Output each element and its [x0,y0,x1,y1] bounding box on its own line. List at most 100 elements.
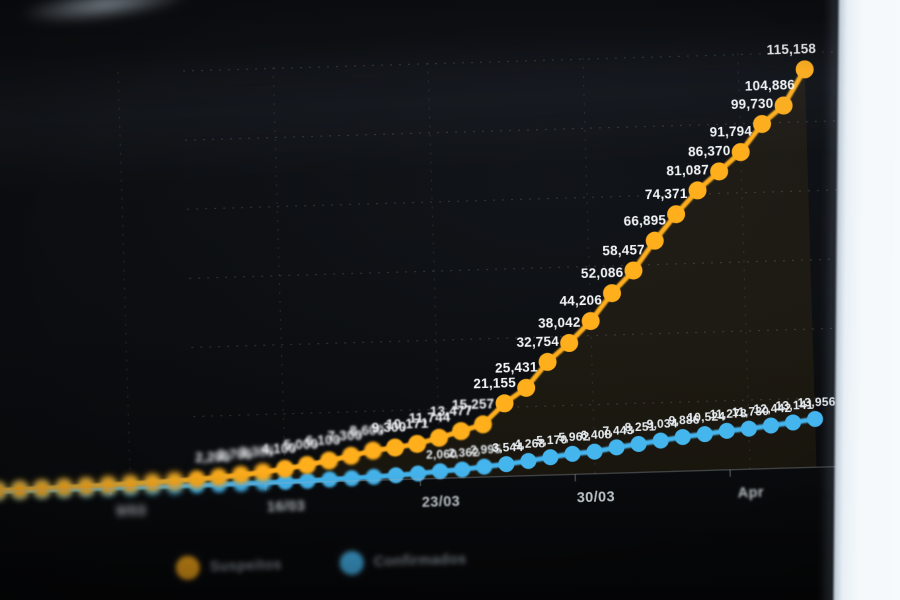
data-point-suspeitos[interactable] [517,378,536,398]
data-point-confirmados[interactable] [785,414,802,431]
data-point-suspeitos[interactable] [667,205,686,224]
data-label-confirmados: 9,886 [668,412,700,427]
data-point-confirmados[interactable] [652,432,669,449]
data-point-suspeitos[interactable] [209,468,228,487]
data-label-confirmados: 13,141 [775,398,813,413]
data-point-confirmados[interactable] [718,422,735,439]
data-point-confirmados[interactable] [740,420,757,437]
data-label-suspeitos: 2,700 [217,447,252,463]
series-points [0,60,824,500]
data-point-suspeitos[interactable] [143,473,162,492]
data-point-suspeitos[interactable] [538,352,557,372]
data-point-suspeitos[interactable] [77,477,96,496]
data-point-suspeitos[interactable] [430,428,449,448]
x-axis-label: 30/03 [577,489,616,506]
data-point-suspeitos[interactable] [495,394,514,413]
data-point-suspeitos[interactable] [473,415,493,434]
data-label-confirmados: 4,268 [514,436,546,451]
data-label-suspeitos: 74,371 [645,186,688,202]
data-point-confirmados[interactable] [277,473,294,490]
data-point-confirmados[interactable] [807,410,824,427]
data-label-suspeitos: 99,730 [731,96,774,112]
data-label-confirmados: 2,995 [470,442,502,457]
data-point-confirmados[interactable] [409,465,426,482]
legend-item-confirmados[interactable]: Confirmados [339,548,467,576]
data-label-suspeitos: 11,744 [409,409,451,425]
data-point-suspeitos[interactable] [0,481,7,500]
data-point-confirmados[interactable] [498,456,515,473]
data-point-suspeitos[interactable] [231,465,251,485]
data-point-suspeitos[interactable] [55,478,74,497]
data-label-suspeitos: 6,100 [305,432,340,448]
data-point-confirmados[interactable] [674,428,691,445]
data-point-suspeitos[interactable] [710,162,729,181]
data-label-suspeitos: 21,155 [473,375,516,391]
data-point-suspeitos[interactable] [581,312,600,331]
gridline-y [189,256,894,279]
data-point-suspeitos[interactable] [342,446,361,466]
data-point-suspeitos[interactable] [364,441,383,460]
data-point-confirmados[interactable] [321,471,338,488]
gridline-x [272,67,286,483]
data-point-confirmados[interactable] [608,439,625,456]
legend-label-confirmados: Confirmados [373,551,467,571]
data-point-confirmados[interactable] [630,435,647,452]
data-point-suspeitos[interactable] [99,476,118,495]
data-point-suspeitos[interactable] [688,181,707,200]
data-point-confirmados[interactable] [454,461,471,478]
data-point-suspeitos[interactable] [386,438,405,457]
data-point-confirmados[interactable] [520,452,537,469]
data-point-confirmados[interactable] [762,417,779,434]
data-label-confirmados: 2,362 [448,445,480,460]
data-point-confirmados[interactable] [432,463,449,480]
area-fill [0,69,817,493]
data-point-suspeitos[interactable] [320,451,339,470]
data-point-confirmados[interactable] [542,449,559,466]
data-point-suspeitos[interactable] [121,474,140,494]
data-point-suspeitos[interactable] [645,231,664,250]
data-point-suspeitos[interactable] [774,96,793,115]
data-point-suspeitos[interactable] [624,261,643,280]
data-point-suspeitos[interactable] [10,480,30,499]
data-point-suspeitos[interactable] [253,463,273,482]
data-point-suspeitos[interactable] [560,334,579,353]
data-point-suspeitos[interactable] [275,459,295,479]
data-label-confirmados: 11,278 [709,406,747,421]
gridline-x [582,57,596,474]
legend-item-suspeitos[interactable]: Suspeitos [175,553,282,581]
data-label-suspeitos: 2,200 [195,449,230,465]
data-point-suspeitos[interactable] [187,470,206,489]
data-point-suspeitos[interactable] [165,471,184,491]
series-line-suspeitos [0,66,808,495]
data-label-confirmados: 11,730 [732,404,770,419]
data-point-confirmados[interactable] [696,426,713,443]
data-label-suspeitos: 104,886 [745,77,796,93]
data-point-confirmados[interactable] [586,443,603,460]
gridlines [117,49,899,488]
data-point-suspeitos[interactable] [452,422,471,441]
data-label-suspeitos: 91,794 [709,124,752,140]
data-point-suspeitos[interactable] [753,114,772,134]
data-point-suspeitos[interactable] [297,456,317,475]
gridline-y [183,49,888,72]
data-label-suspeitos: 25,431 [495,360,538,376]
gridline-y [191,325,897,349]
data-point-confirmados[interactable] [343,470,360,487]
data-point-confirmados[interactable] [299,472,316,489]
gridline-y [185,118,890,141]
data-label-confirmados: 2,060 [426,447,458,462]
data-point-suspeitos[interactable] [795,60,814,79]
data-point-confirmados[interactable] [564,445,581,462]
data-point-confirmados[interactable] [387,467,404,484]
x-axis-label: Apr [738,485,765,502]
data-label-confirmados: 9,034 [646,416,678,431]
data-point-suspeitos[interactable] [32,479,52,498]
data-point-suspeitos[interactable] [731,143,750,162]
data-labels: 2,0602,3622,9953,5444,2685,1705,9626,408… [195,41,836,465]
data-point-suspeitos[interactable] [408,434,427,454]
data-point-confirmados[interactable] [365,468,382,485]
data-point-suspeitos[interactable] [602,284,622,303]
data-point-confirmados[interactable] [476,458,493,475]
